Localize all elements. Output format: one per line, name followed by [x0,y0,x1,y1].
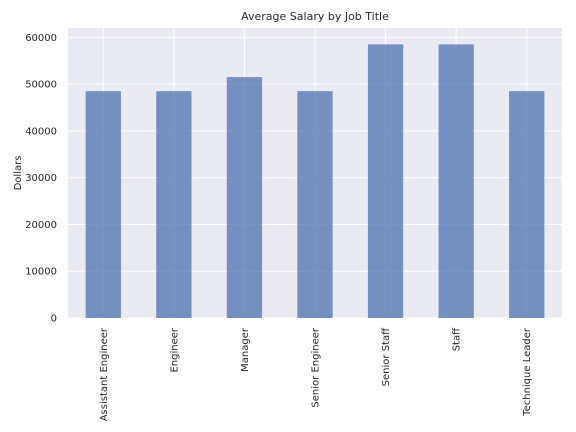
x-tick-label: Staff [452,327,463,351]
x-tick-label: Manager [240,327,251,372]
bar [226,77,263,318]
y-tick-labels: 0 10000 20000 30000 40000 50000 60000 [25,33,57,325]
x-tick-label: Technique Leader [522,327,533,417]
x-tick-labels: Assistant Engineer Engineer Manager Senior … [99,327,533,421]
bar [367,44,404,318]
chart-title: Average Salary by Job Title [241,10,389,23]
y-tick-label: 60000 [25,33,57,44]
bar [509,91,545,318]
y-tick-label: 20000 [25,220,57,231]
bars [85,44,545,318]
bar [438,44,474,318]
x-tick-label: Assistant Engineer [99,327,110,421]
bar [85,91,121,318]
y-tick-label: 0 [51,314,57,325]
y-tick-label: 30000 [25,173,57,184]
x-tick-label: Senior Engineer [311,327,322,407]
y-tick-label: 50000 [25,80,57,91]
bar [156,91,192,318]
bar [297,91,333,318]
y-axis-label: Dollars [13,156,24,191]
x-tick-label: Engineer [169,327,180,372]
y-tick-label: 40000 [25,126,57,137]
x-tick-label: Senior Staff [381,327,392,386]
y-tick-label: 10000 [25,267,57,278]
